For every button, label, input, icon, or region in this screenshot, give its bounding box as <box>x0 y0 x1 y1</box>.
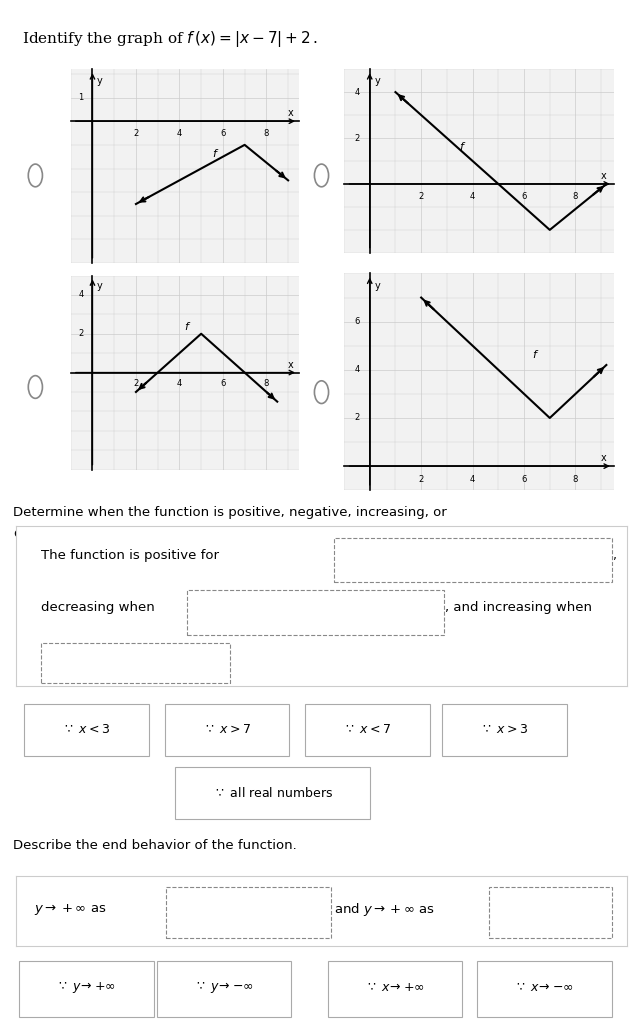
Text: 6: 6 <box>521 192 527 201</box>
Text: x: x <box>287 359 293 369</box>
Text: , and increasing when: , and increasing when <box>445 602 592 614</box>
Text: 6: 6 <box>521 475 527 484</box>
FancyBboxPatch shape <box>19 961 154 1018</box>
FancyBboxPatch shape <box>175 767 370 819</box>
Text: $\because\ x<3$: $\because\ x<3$ <box>62 723 111 737</box>
Text: 8: 8 <box>573 192 578 201</box>
Text: 6: 6 <box>220 380 226 388</box>
Text: Describe the end behavior of the function.: Describe the end behavior of the functio… <box>13 839 296 852</box>
Text: y: y <box>97 282 103 291</box>
Text: x: x <box>601 452 606 462</box>
Text: $\because\ y\!\rightarrow\!+\!\infty$: $\because\ y\!\rightarrow\!+\!\infty$ <box>57 979 116 995</box>
FancyBboxPatch shape <box>24 704 149 756</box>
Text: y: y <box>375 281 381 291</box>
Text: $\because\ x\!\rightarrow\!+\!\infty$: $\because\ x\!\rightarrow\!+\!\infty$ <box>365 980 425 994</box>
Text: and $y \rightarrow +\infty\ \mathrm{as}$: and $y \rightarrow +\infty\ \mathrm{as}$ <box>334 901 435 918</box>
Text: f: f <box>460 141 464 152</box>
Text: ,: , <box>613 549 617 561</box>
Text: y: y <box>97 76 103 87</box>
Text: 2: 2 <box>354 414 359 422</box>
Text: $\because\ x>3$: $\because\ x>3$ <box>480 723 529 737</box>
Text: 8: 8 <box>264 129 269 138</box>
Text: The function is positive for: The function is positive for <box>41 549 219 561</box>
Text: y: y <box>375 76 381 86</box>
Text: x: x <box>287 107 293 118</box>
Text: 2: 2 <box>419 475 424 484</box>
Text: 4: 4 <box>78 290 84 299</box>
Text: 4: 4 <box>470 192 475 201</box>
FancyBboxPatch shape <box>327 961 462 1018</box>
Text: f: f <box>212 149 216 159</box>
FancyBboxPatch shape <box>165 704 289 756</box>
Text: 2: 2 <box>133 380 139 388</box>
Text: 4: 4 <box>354 88 359 97</box>
Text: $\because\ x<7$: $\because\ x<7$ <box>343 723 392 737</box>
Text: 1: 1 <box>78 93 84 102</box>
Text: 2: 2 <box>133 129 139 138</box>
Text: $\because\ x\!\rightarrow\!-\!\infty$: $\because\ x\!\rightarrow\!-\!\infty$ <box>514 980 574 994</box>
Text: x: x <box>601 170 606 181</box>
Text: 8: 8 <box>573 475 578 484</box>
FancyBboxPatch shape <box>156 961 291 1018</box>
Text: Identify the graph of $f\,(x) = |x - 7| + 2\,.$: Identify the graph of $f\,(x) = |x - 7| … <box>22 29 318 50</box>
FancyBboxPatch shape <box>442 704 567 756</box>
Text: 4: 4 <box>177 380 182 388</box>
Text: $\because\ $all real numbers: $\because\ $all real numbers <box>213 785 332 800</box>
Text: 6: 6 <box>220 129 226 138</box>
Text: $\because\ x>7$: $\because\ x>7$ <box>203 723 251 737</box>
Text: decreasing.: decreasing. <box>13 527 91 540</box>
Text: 6: 6 <box>354 317 359 326</box>
FancyBboxPatch shape <box>477 961 611 1018</box>
Text: 4: 4 <box>177 129 182 138</box>
Text: decreasing when: decreasing when <box>41 602 154 614</box>
Text: 8: 8 <box>264 380 269 388</box>
Text: $\because\ y\!\rightarrow\!-\!\infty$: $\because\ y\!\rightarrow\!-\!\infty$ <box>194 979 254 995</box>
Text: 2: 2 <box>354 133 359 142</box>
Text: 4: 4 <box>354 365 359 375</box>
Text: 2: 2 <box>78 329 84 338</box>
Text: 4: 4 <box>470 475 475 484</box>
Text: f: f <box>184 322 188 332</box>
FancyBboxPatch shape <box>305 704 430 756</box>
Text: f: f <box>532 350 536 360</box>
Text: $y \rightarrow +\infty\ \mathrm{as}$: $y \rightarrow +\infty\ \mathrm{as}$ <box>34 902 107 917</box>
Text: Determine when the function is positive, negative, increasing, or: Determine when the function is positive,… <box>13 506 447 519</box>
Text: 2: 2 <box>419 192 424 201</box>
